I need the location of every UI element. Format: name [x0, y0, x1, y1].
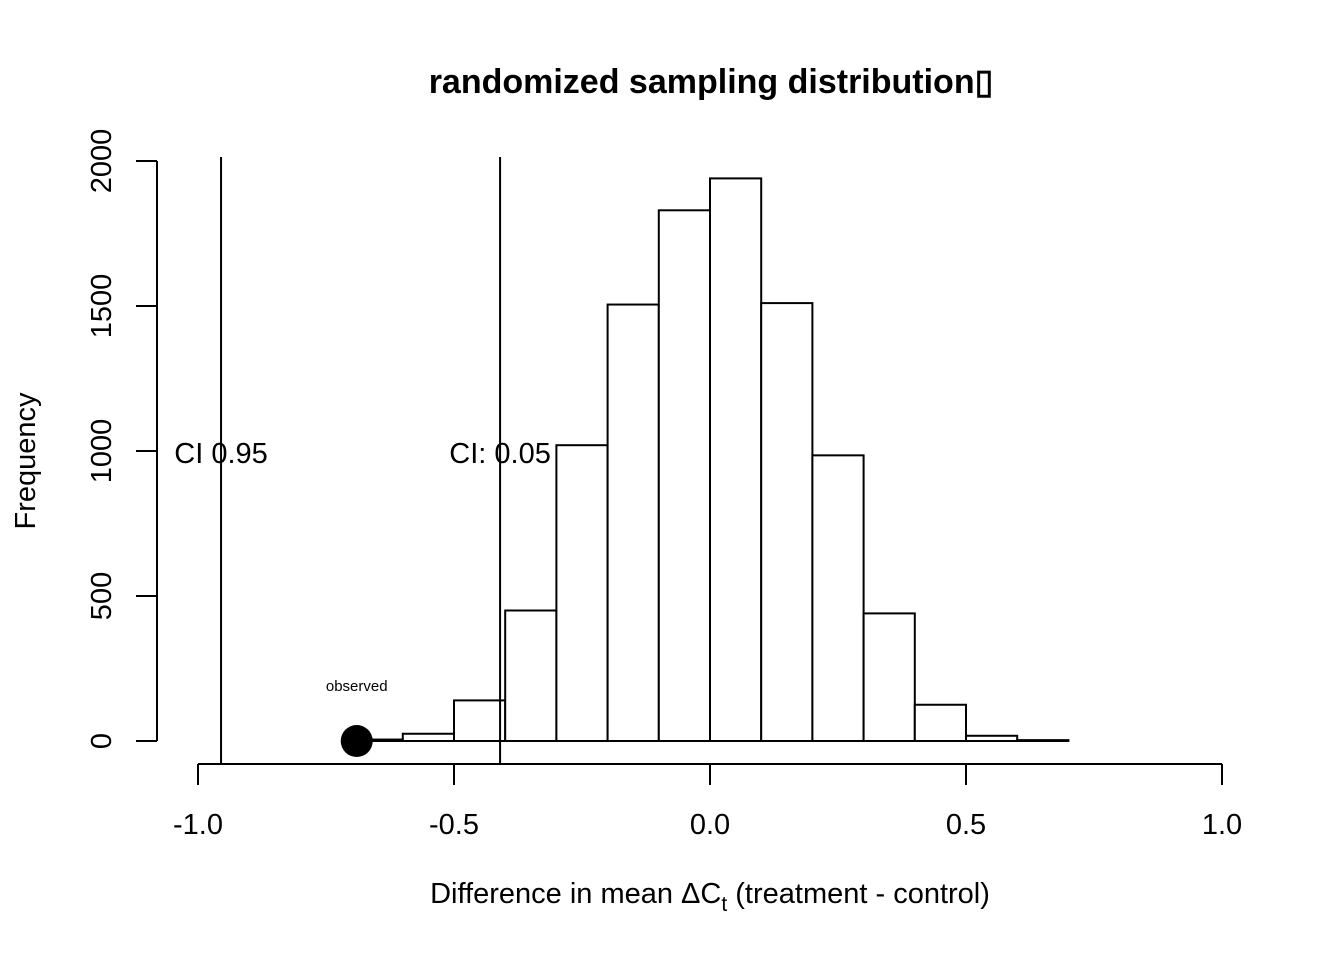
y-tick-label-2: 1000	[86, 419, 118, 484]
observed-point	[340, 725, 373, 757]
bar-5	[606, 303, 660, 742]
y-tick-label-0: 0	[86, 733, 118, 749]
bar-6	[657, 209, 711, 743]
bar-2	[453, 699, 507, 743]
bar-4	[555, 444, 609, 742]
observed-label: observed	[326, 678, 388, 695]
bar-12	[965, 734, 1019, 743]
x-tick-label-3: 0.5	[946, 809, 986, 841]
y-axis: 0 500 1000 1500 2000	[86, 129, 158, 749]
ci-label-0: CI 0.95	[174, 438, 268, 470]
bar-10	[862, 612, 916, 743]
bar-1	[401, 732, 455, 742]
histogram-bars	[350, 177, 1070, 743]
x-axis-label-prefix: Difference in mean ΔC	[430, 878, 721, 910]
bar-8	[760, 302, 814, 742]
x-axis-label-suffix: (treatment - control)	[727, 878, 990, 910]
y-axis-label: Frequency	[10, 392, 42, 530]
ci-lines: CI 0.95 CI: 0.05	[174, 157, 551, 764]
x-tick-label-4: 1.0	[1202, 809, 1242, 841]
x-axis-label: Difference in mean ΔCt (treatment - cont…	[430, 878, 990, 916]
bar-13	[1016, 739, 1070, 743]
x-tick-label-1: -0.5	[429, 809, 479, 841]
ci-label-1: CI: 0.05	[449, 438, 551, 470]
y-tick-label-1: 500	[86, 572, 118, 620]
y-tick-label-3: 1500	[86, 274, 118, 339]
x-axis-label-subscript: t	[721, 893, 727, 916]
y-tick-label-4: 2000	[86, 129, 118, 194]
x-tick-label-2: 0.0	[690, 809, 730, 841]
bar-3	[504, 609, 558, 742]
x-axis: -1.0 -0.5 0.0 0.5 1.0	[173, 763, 1242, 841]
chart-title: randomized sampling distribution▯	[429, 63, 994, 101]
x-tick-label-0: -1.0	[173, 809, 223, 841]
observed-marker-group: observed	[326, 678, 388, 757]
bar-7	[709, 177, 763, 742]
bar-11	[913, 703, 967, 742]
bar-9	[811, 454, 865, 742]
